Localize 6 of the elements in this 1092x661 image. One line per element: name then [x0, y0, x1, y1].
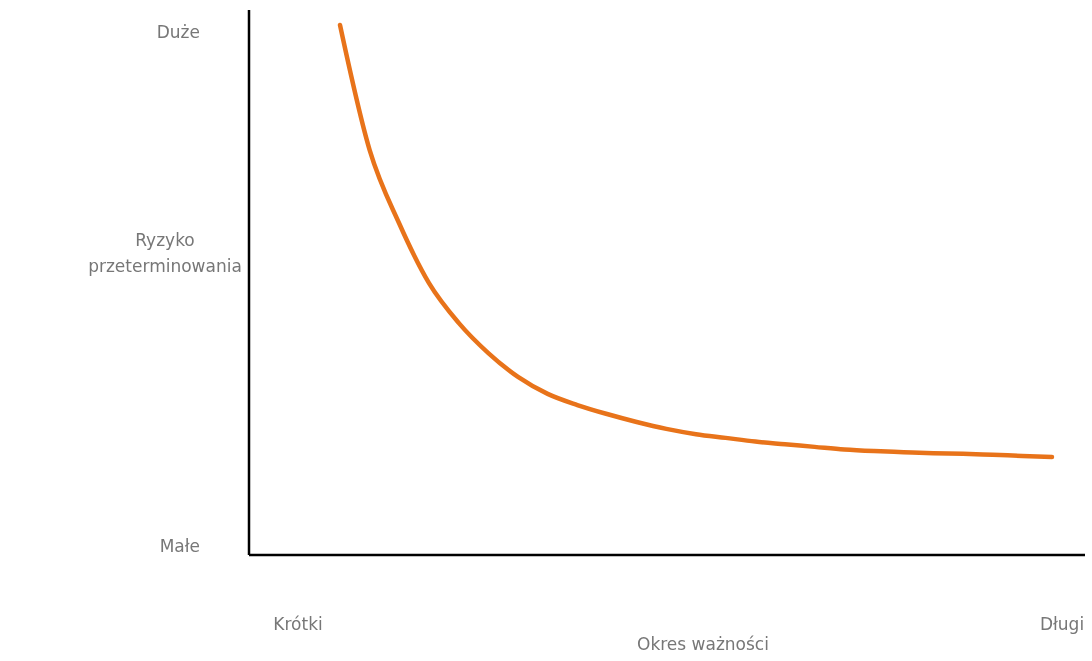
text: Duże [156, 22, 200, 42]
y-axis-title: Ryzyko przeterminowania [88, 230, 242, 276]
x-axis-title: Okres ważności [637, 634, 769, 654]
text: Krótki [273, 614, 323, 634]
text: Długi [1039, 614, 1085, 634]
text: Małe [159, 536, 200, 556]
